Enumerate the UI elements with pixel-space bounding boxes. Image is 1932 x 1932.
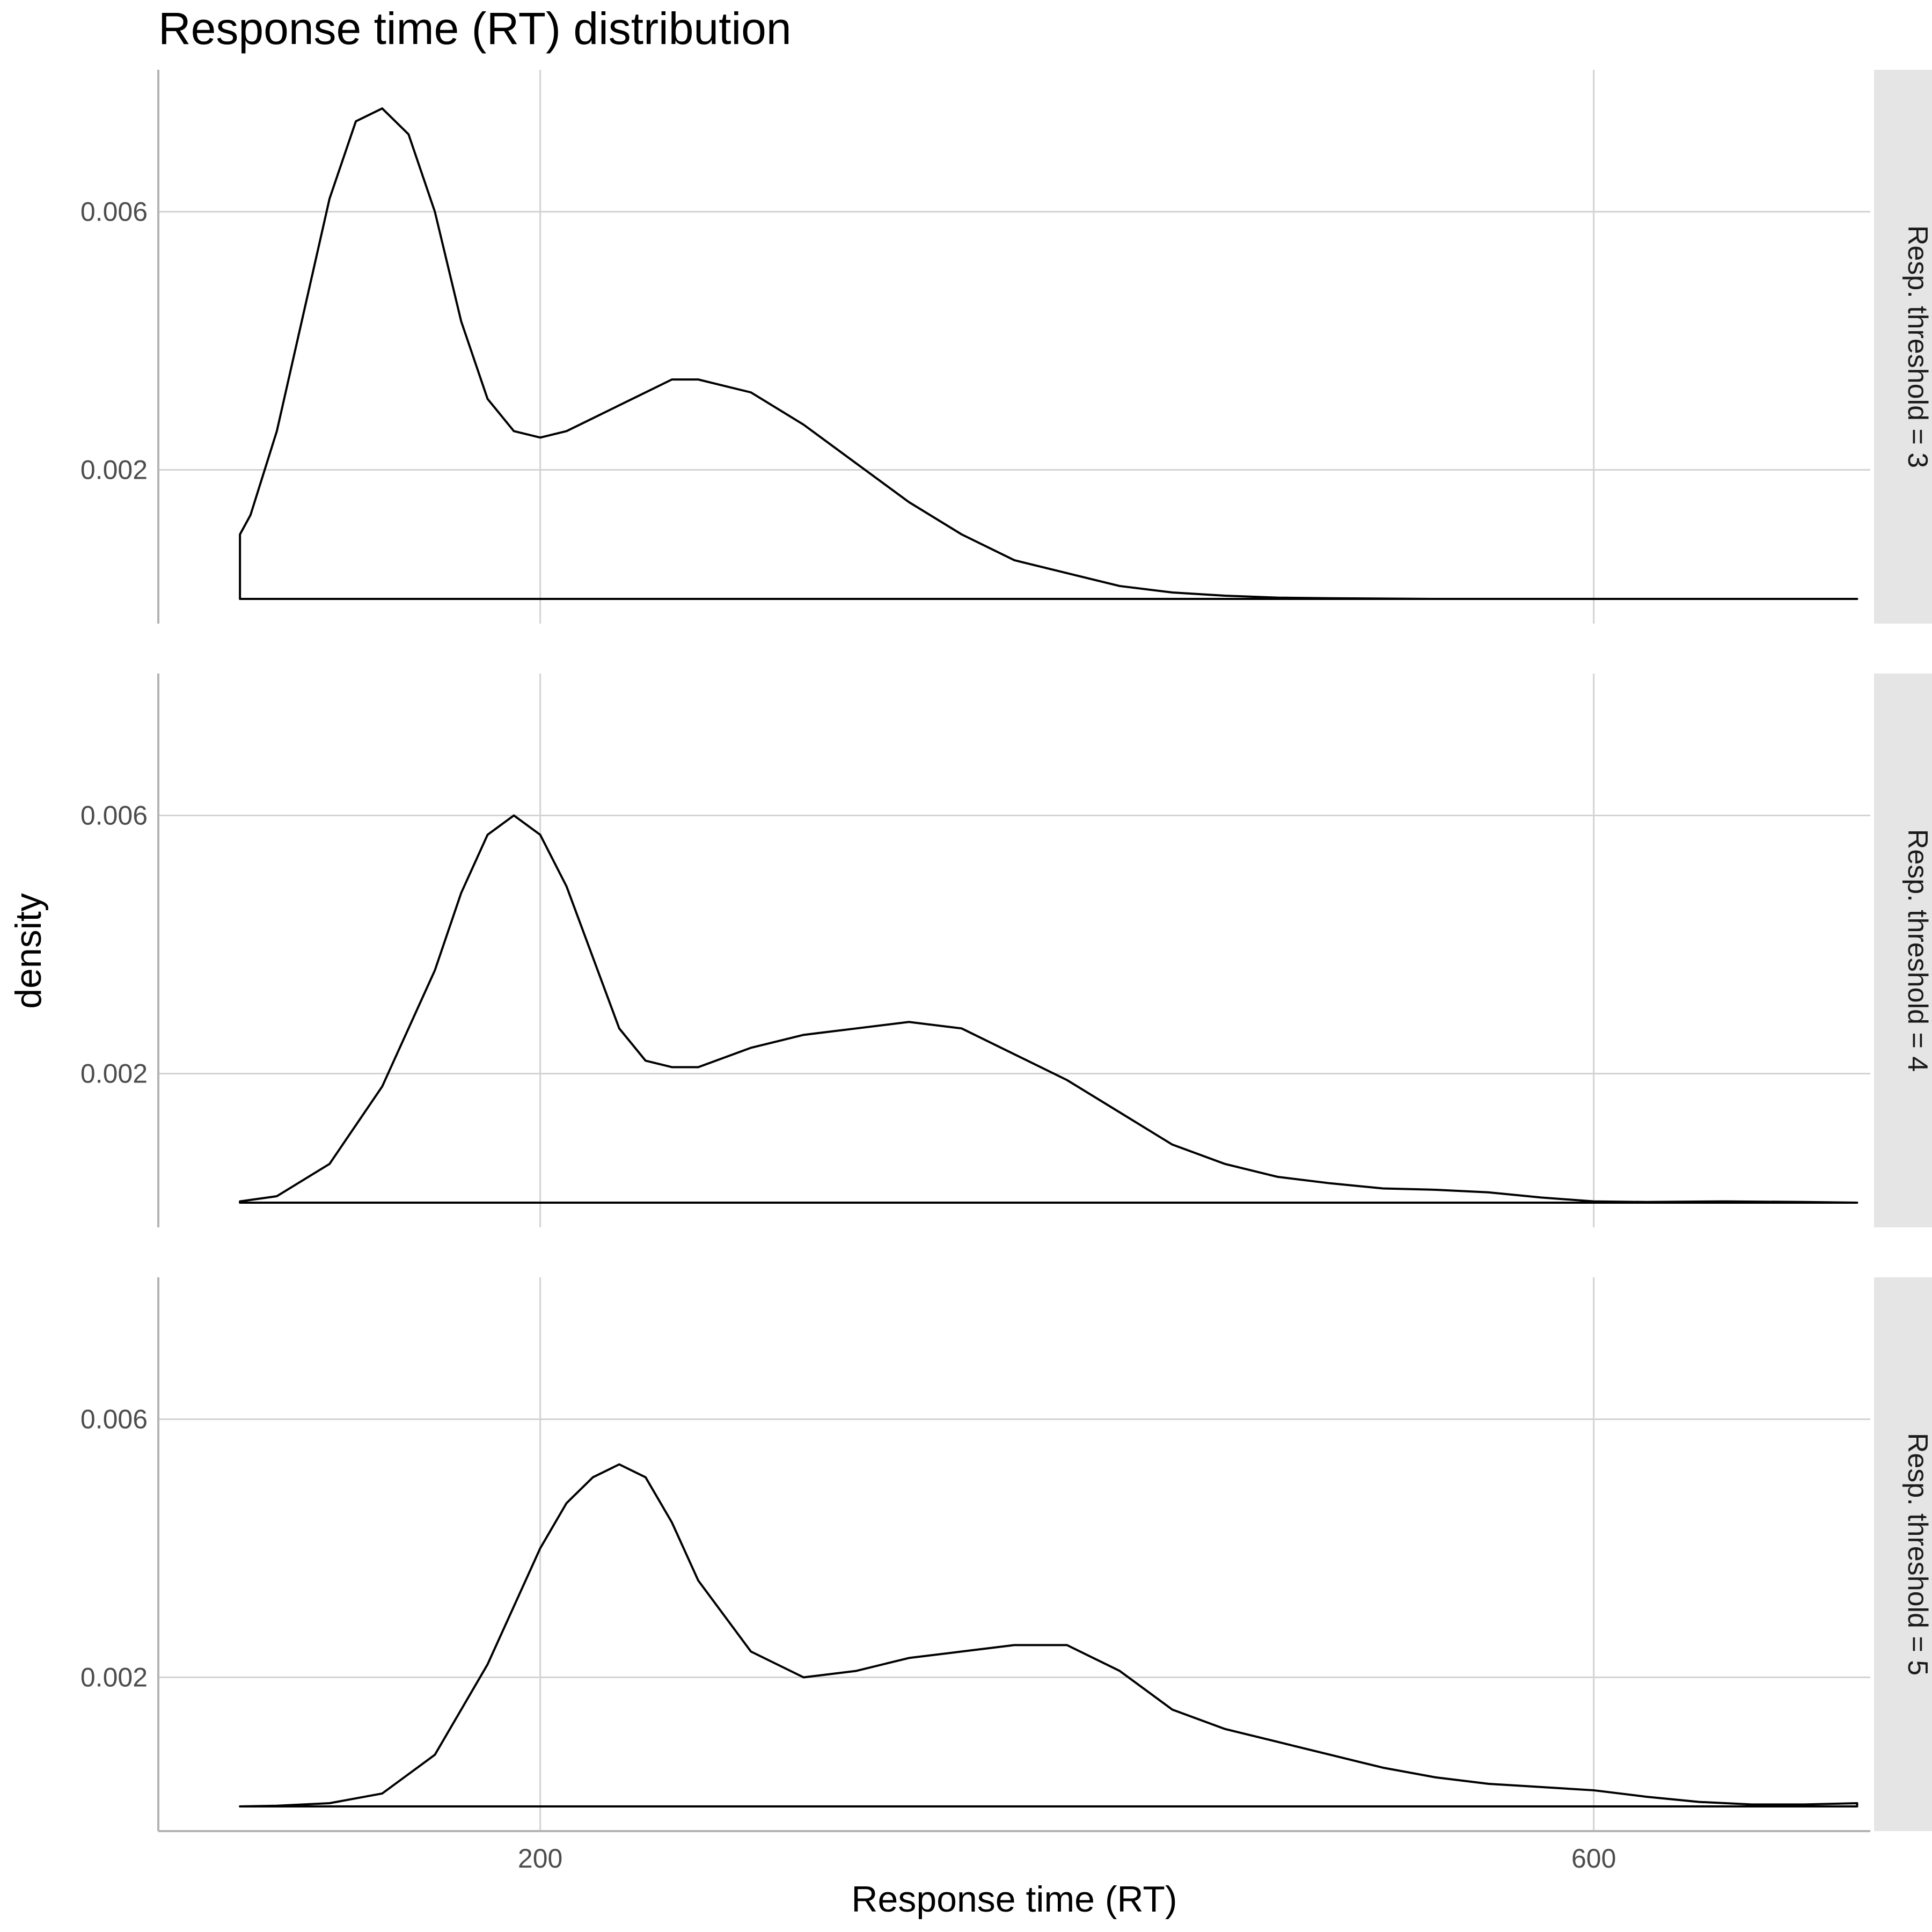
- facet-strip-label: Resp. threshold = 4: [1902, 829, 1932, 1072]
- facet-strip: [1874, 70, 1932, 624]
- y-tick-label: 0.002: [80, 455, 148, 485]
- y-tick-label: 0.006: [80, 196, 148, 226]
- density-curve: [239, 1463, 1858, 1807]
- chart-title: Response time (RT) distribution: [158, 3, 792, 54]
- x-tick-label: 200: [518, 1843, 562, 1874]
- y-tick-label: 0.006: [80, 1404, 148, 1434]
- x-axis-title: Response time (RT): [851, 1879, 1177, 1920]
- y-tick-label: 0.002: [80, 1662, 148, 1692]
- facet-panels: 0.002 0.006 Resp. threshold = 3 0.002 0.006 R…: [80, 70, 1932, 1874]
- facet-strip: [1874, 674, 1932, 1227]
- density-curve: [239, 814, 1858, 1204]
- density-curve: [239, 107, 1858, 600]
- facet-strip: [1874, 1277, 1932, 1831]
- y-tick-label: 0.002: [80, 1058, 148, 1088]
- facet-strip-label: Resp. threshold = 5: [1902, 1433, 1932, 1675]
- y-axis-title: density: [8, 893, 49, 1008]
- y-tick-label: 0.006: [80, 800, 148, 830]
- facet-strip-label: Resp. threshold = 3: [1902, 225, 1932, 468]
- x-tick-label: 600: [1571, 1843, 1616, 1874]
